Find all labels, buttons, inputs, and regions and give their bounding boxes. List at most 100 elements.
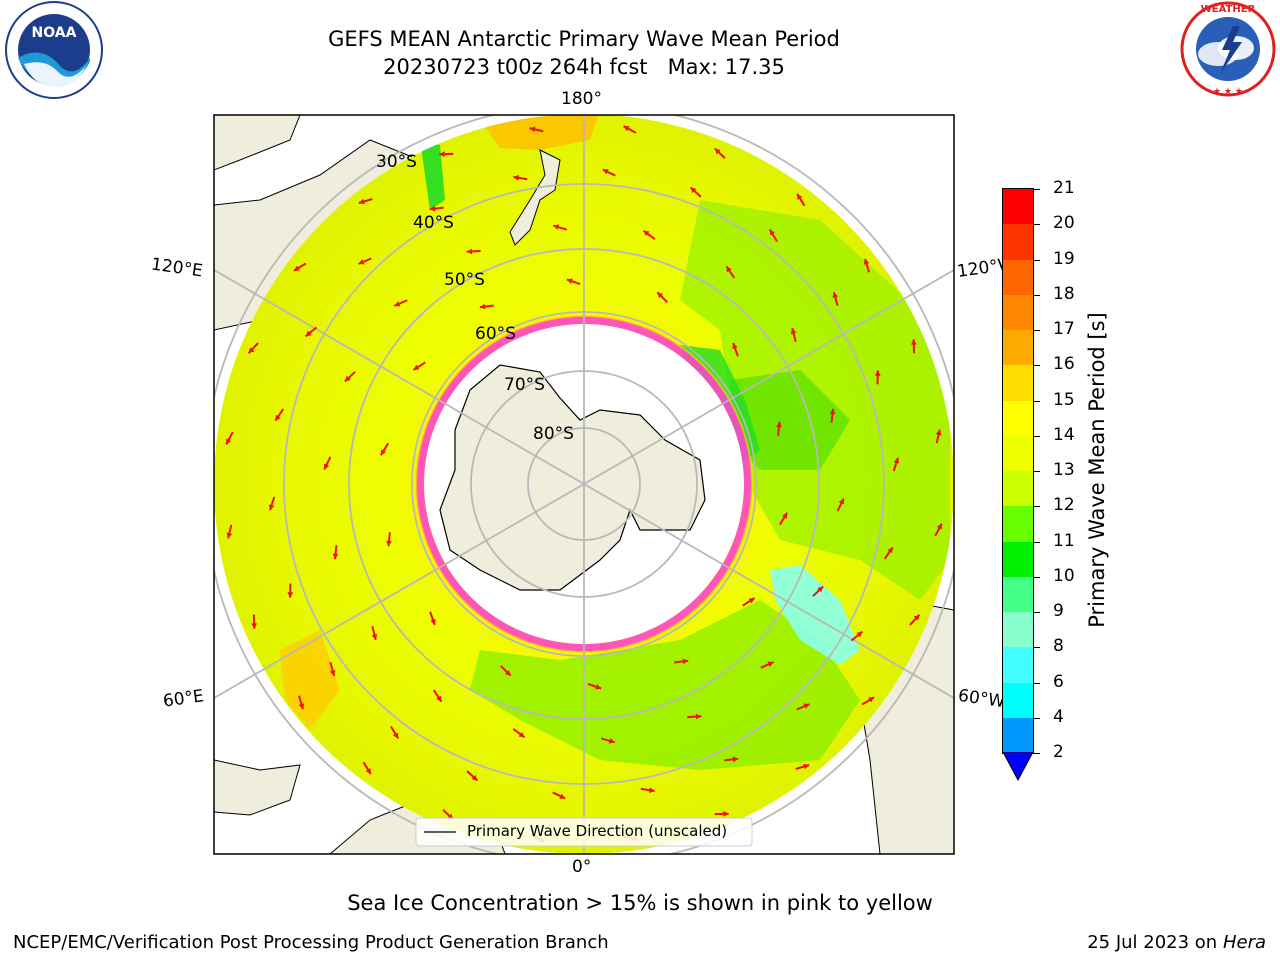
lon-label-0: 0° bbox=[572, 857, 592, 877]
colorbar-tick-mark bbox=[1034, 506, 1040, 508]
wave-arrow-head bbox=[365, 768, 371, 775]
wave-arrow-head bbox=[913, 614, 920, 621]
wave-arrow-head bbox=[803, 703, 810, 709]
wave-arrow-head bbox=[394, 301, 401, 307]
colorbar-tick-mark bbox=[1034, 576, 1040, 578]
lon-label-180: 180° bbox=[561, 89, 602, 109]
colorbar-segment bbox=[1003, 576, 1033, 613]
wave-arrow-head bbox=[910, 339, 917, 345]
wave-arrow-head bbox=[829, 408, 836, 415]
colorbar-segment bbox=[1003, 435, 1033, 472]
svg-text:★ ★ ★: ★ ★ ★ bbox=[1213, 87, 1243, 97]
wave-arrow-head bbox=[504, 669, 511, 676]
colorbar-tick-label: 13 bbox=[1053, 460, 1075, 480]
wave-arrow-head bbox=[436, 695, 442, 702]
wave-arrow-head bbox=[767, 661, 774, 667]
wave-arrow-head bbox=[832, 292, 839, 299]
colorbar-tick-label: 10 bbox=[1053, 565, 1075, 586]
colorbar-tick-label: 16 bbox=[1053, 354, 1075, 375]
colorbar-segment bbox=[1003, 717, 1033, 754]
colorbar-tick-label: 15 bbox=[1053, 389, 1075, 410]
wave-arrow-head bbox=[797, 193, 803, 200]
colorbar-tick-mark bbox=[1034, 647, 1040, 649]
colorbar-tick-mark bbox=[1034, 612, 1040, 613]
colorbar-border bbox=[1002, 188, 1034, 754]
title-line-2: 20230723 t00z 264h fcst Max: 17.35 bbox=[383, 55, 785, 79]
wave-arrow-head bbox=[248, 347, 255, 354]
wave-arrow-head bbox=[386, 540, 392, 547]
lat-label-80s: 80°S bbox=[533, 424, 574, 444]
footer-machine: Hera bbox=[1222, 932, 1266, 953]
wave-arrow-head bbox=[874, 370, 881, 376]
wave-arrow-head bbox=[430, 618, 436, 625]
wave-arrow-head bbox=[393, 732, 399, 739]
lat-label-50s: 50°S bbox=[444, 270, 485, 290]
wave-arrow-head bbox=[553, 224, 560, 230]
colorbar-label: Primary Wave Mean Period [s] bbox=[1085, 312, 1109, 628]
colorbar-segment bbox=[1003, 612, 1033, 648]
wave-arrow-head bbox=[358, 259, 365, 265]
colorbar-segment bbox=[1003, 294, 1033, 331]
nws-logo: WEATHER ★ ★ ★ bbox=[1180, 1, 1276, 97]
colorbar-tick-label: 6 bbox=[1053, 671, 1064, 692]
colorbar-segment bbox=[1003, 224, 1033, 260]
wave-arrow-head bbox=[803, 763, 810, 770]
wave-arrow-head bbox=[324, 463, 330, 470]
colorbar-segment bbox=[1003, 471, 1033, 507]
colorbar bbox=[1002, 188, 1034, 754]
wave-arrow-head bbox=[329, 669, 336, 676]
lat-label-60s: 60°S bbox=[475, 324, 516, 344]
colorbar-tick-mark bbox=[1034, 400, 1040, 402]
colorbar-tick-label: 14 bbox=[1053, 424, 1075, 445]
wave-arrow-head bbox=[856, 631, 863, 638]
colorbar-segment bbox=[1003, 365, 1033, 401]
wave-arrow-head bbox=[769, 229, 775, 236]
wave-arrow-head bbox=[293, 265, 300, 271]
wave-arrow-head bbox=[518, 731, 525, 738]
wave-arrow-head bbox=[566, 278, 573, 284]
colorbar-segment bbox=[1003, 330, 1033, 366]
noaa-logo: NOAA bbox=[5, 1, 103, 99]
wave-arrow-head bbox=[413, 364, 420, 370]
colorbar-tick-mark bbox=[1034, 365, 1040, 367]
colorbar-tick-label: 2 bbox=[1053, 742, 1064, 762]
sea-ice-caption: Sea Ice Concentration > 15% is shown in … bbox=[347, 891, 933, 915]
wave-arrow-head bbox=[595, 684, 602, 690]
colorbar-tick-mark bbox=[1034, 330, 1040, 331]
colorbar-tick-label: 4 bbox=[1053, 706, 1064, 727]
wave-arrow-head bbox=[695, 713, 702, 720]
colorbar-segment bbox=[1003, 189, 1033, 225]
wave-arrow-head bbox=[380, 449, 387, 456]
wave-arrow-head bbox=[776, 421, 782, 428]
footer-right: 25 Jul 2023 on Hera bbox=[1087, 932, 1266, 953]
colorbar-tick-label: 8 bbox=[1053, 636, 1064, 657]
colorbar-segment bbox=[1003, 506, 1033, 542]
wave-arrow-head bbox=[305, 330, 312, 337]
wave-arrow-head bbox=[344, 375, 351, 382]
colorbar-segment bbox=[1003, 400, 1033, 437]
wave-arrow-head bbox=[298, 703, 305, 710]
wave-arrow-head bbox=[748, 598, 755, 604]
wave-arrow-head bbox=[226, 532, 233, 539]
wave-arrow-head bbox=[429, 205, 436, 212]
colorbar-tick-mark bbox=[1034, 717, 1040, 719]
colorbar-tick-label: 18 bbox=[1053, 283, 1075, 304]
wave-arrow-head bbox=[439, 151, 445, 158]
wave-arrow-head bbox=[479, 303, 486, 310]
wave-arrow-head bbox=[371, 634, 378, 640]
colorbar-tick-mark bbox=[1034, 435, 1040, 437]
colorbar-tick-mark bbox=[1034, 259, 1040, 261]
wave-arrow-head bbox=[817, 586, 824, 593]
colorbar-tick-label: 12 bbox=[1053, 495, 1075, 516]
colorbar-tick-label: 19 bbox=[1053, 248, 1075, 269]
wave-arrow-head bbox=[608, 738, 615, 744]
wave-arrow-head bbox=[868, 697, 875, 703]
lat-label-30s: 30°S bbox=[376, 152, 417, 172]
wave-arrow-head bbox=[657, 292, 664, 299]
wave-arrow-head bbox=[790, 328, 797, 334]
wave-arrow-head bbox=[935, 429, 942, 436]
colorbar-tick-mark bbox=[1034, 294, 1040, 296]
wave-arrow-head bbox=[268, 504, 275, 511]
wave-arrow-head bbox=[559, 793, 566, 799]
